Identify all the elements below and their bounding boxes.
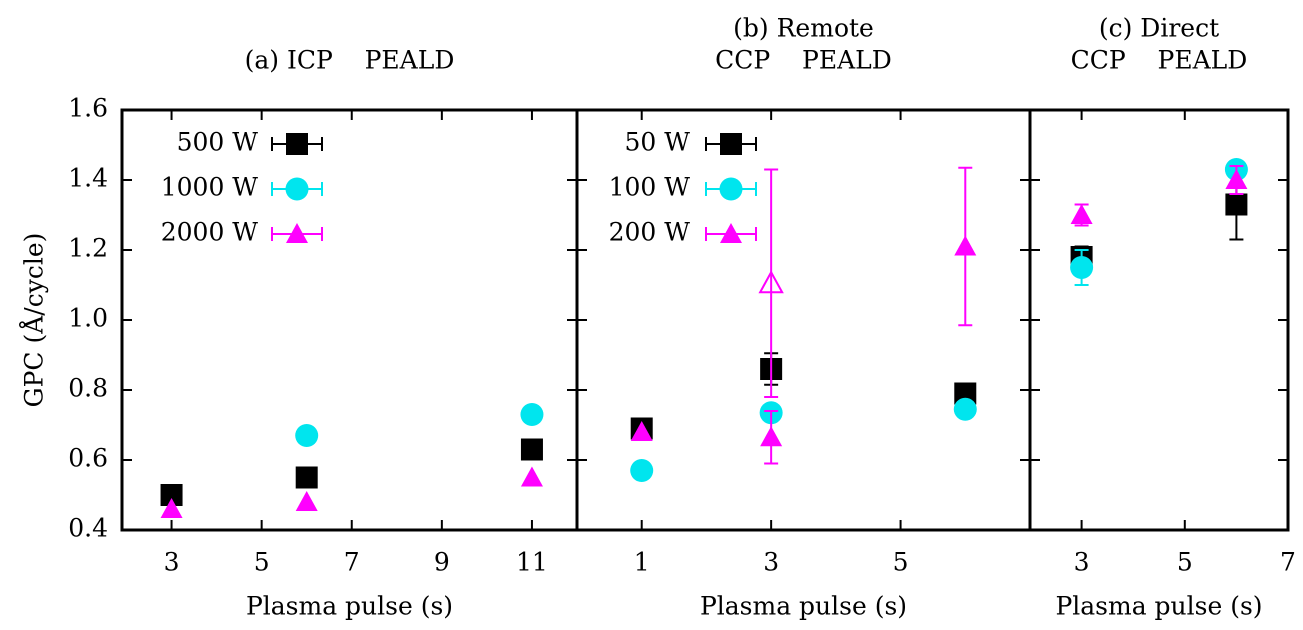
- x-tick-label: 3: [763, 548, 779, 577]
- data-point: [295, 491, 318, 511]
- chart-title: (c) Direct: [1099, 14, 1219, 43]
- y-tick-label: 0.6: [68, 444, 108, 473]
- chart-title: (a) ICP PEALD: [245, 46, 455, 75]
- x-axis-label: Plasma pulse (s): [246, 592, 453, 621]
- y-tick-label: 0.4: [68, 514, 108, 543]
- x-axis-label: Plasma pulse (s): [700, 592, 907, 621]
- data-point: [1225, 169, 1248, 189]
- chart-title: (b) Remote: [733, 14, 874, 43]
- data-point: [760, 426, 783, 447]
- x-tick-label: 11: [516, 548, 548, 577]
- legend-label: 500 W: [177, 128, 259, 157]
- y-tick-label: 0.8: [68, 374, 108, 403]
- data-point: [160, 498, 183, 518]
- data-point: [520, 403, 544, 426]
- plot-frame: [1028, 108, 1290, 532]
- legend-marker: [286, 133, 308, 155]
- chart-subtitle: CCP PEALD: [715, 46, 892, 75]
- x-tick-label: 7: [1280, 548, 1296, 577]
- data-point: [520, 438, 543, 461]
- x-axis-label: Plasma pulse (s): [1055, 592, 1262, 621]
- x-tick-label: 5: [893, 548, 909, 577]
- y-tick-label: 1.6: [68, 94, 108, 123]
- data-point: [954, 382, 977, 405]
- data-point: [1070, 204, 1093, 224]
- x-tick-label: 7: [344, 548, 360, 577]
- legend-marker: [719, 177, 743, 201]
- legend-marker: [286, 223, 308, 243]
- data-point: [630, 459, 654, 482]
- x-tick-label: 5: [254, 548, 270, 577]
- data-point: [1070, 256, 1094, 279]
- x-tick-label: 3: [1074, 548, 1090, 577]
- legend-marker: [285, 177, 309, 201]
- x-tick-label: 9: [434, 548, 450, 577]
- legend-marker: [720, 223, 742, 243]
- chart-subtitle: CCP PEALD: [1071, 46, 1248, 75]
- data-point: [520, 466, 543, 487]
- data-point: [630, 421, 653, 441]
- data-point: [758, 270, 784, 294]
- data-point: [160, 484, 183, 506]
- data-point: [953, 397, 977, 421]
- legend-label: 100 W: [609, 173, 691, 202]
- data-point: [1225, 193, 1248, 216]
- x-tick-label: 1: [634, 548, 650, 577]
- x-tick-label: 3: [164, 548, 180, 577]
- y-axis-label: GPC (Å/cycle): [19, 233, 49, 408]
- y-tick-label: 1.4: [68, 164, 108, 193]
- legend-label: 2000 W: [161, 218, 259, 247]
- data-point: [954, 235, 977, 256]
- x-tick-label: 5: [1177, 548, 1193, 577]
- legend-label: 1000 W: [161, 173, 259, 202]
- data-point: [295, 466, 318, 489]
- y-tick-label: 1.2: [68, 234, 108, 263]
- legend-label: 50 W: [625, 128, 691, 157]
- data-point: [295, 424, 319, 447]
- legend-marker: [720, 133, 742, 155]
- legend-label: 200 W: [609, 218, 691, 247]
- y-tick-label: 1.0: [68, 304, 108, 333]
